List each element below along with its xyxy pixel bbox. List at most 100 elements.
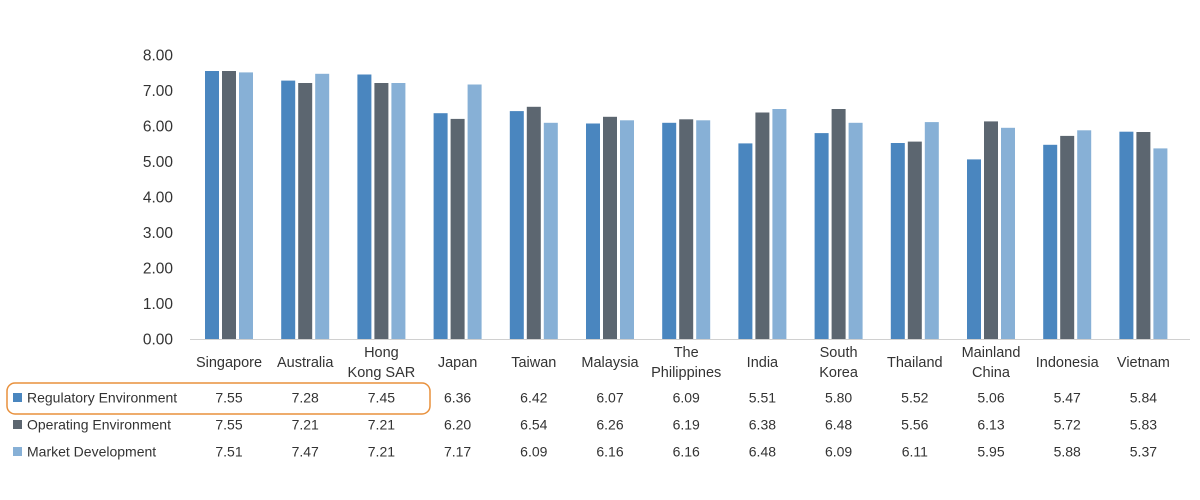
bars-group	[205, 71, 1168, 340]
bar	[205, 71, 219, 339]
data-label: 7.28	[292, 390, 319, 406]
x-tick-label-line: Malaysia	[581, 355, 639, 371]
bar	[467, 84, 482, 339]
bar	[984, 121, 998, 340]
data-label: 6.09	[673, 390, 700, 406]
x-tick-label: Japan	[438, 355, 478, 371]
data-label: 5.37	[1130, 444, 1157, 460]
y-axis: 0.00 1.00 2.00 3.00 4.00 5.00 6.00 7.00 8.00	[143, 48, 174, 349]
legend-label: Regulatory Environment	[27, 390, 177, 406]
data-label: 7.47	[292, 444, 319, 460]
x-tick-label-line: China	[972, 365, 1011, 381]
y-tick-label: 0.00	[143, 332, 174, 349]
bar	[1136, 132, 1151, 339]
x-tick-label-line: The	[674, 345, 699, 361]
bar	[1077, 130, 1092, 339]
bar	[391, 83, 406, 339]
data-label: 7.45	[368, 390, 395, 406]
data-label: 5.95	[977, 444, 1004, 460]
bar	[696, 120, 711, 339]
data-label: 5.52	[901, 390, 928, 406]
data-label: 5.56	[901, 417, 928, 433]
data-label: 6.11	[902, 444, 928, 460]
data-label: 6.13	[977, 417, 1004, 433]
data-label: 5.72	[1054, 417, 1081, 433]
bar	[298, 83, 313, 339]
bar	[603, 116, 617, 339]
x-tick-label-line: Thailand	[887, 355, 943, 371]
data-label: 6.16	[673, 444, 700, 460]
bar	[755, 112, 770, 339]
data-label: 6.09	[520, 444, 547, 460]
x-tick-label-line: Hong	[364, 345, 399, 361]
data-label: 7.21	[292, 417, 319, 433]
y-tick-label: 7.00	[143, 83, 174, 100]
x-tick-label-line: Japan	[438, 355, 478, 371]
bar	[814, 133, 829, 339]
x-tick-label: Indonesia	[1036, 355, 1100, 371]
highlight-box	[6, 382, 431, 415]
data-label: 7.51	[215, 444, 242, 460]
bar	[450, 118, 465, 340]
x-axis-labels: Singapore Australia Hong Kong SAR Japan Taiwa…	[196, 345, 1170, 381]
bar	[357, 74, 372, 339]
x-tick-label-line: Kong SAR	[348, 365, 416, 381]
bar	[374, 83, 389, 339]
x-tick-label: India	[747, 355, 779, 371]
y-tick-label: 3.00	[143, 225, 174, 242]
bar	[1119, 131, 1134, 339]
data-label: 6.36	[444, 390, 471, 406]
x-tick-label-line: India	[747, 355, 779, 371]
data-label: 5.80	[825, 390, 852, 406]
legend-swatch	[13, 447, 22, 456]
x-tick-label: Malaysia	[581, 355, 639, 371]
bar	[907, 141, 922, 339]
bar	[281, 80, 296, 339]
bar	[679, 119, 694, 339]
data-label: 6.54	[520, 417, 547, 433]
x-tick-label-line: Philippines	[651, 365, 721, 381]
bar	[1001, 127, 1015, 339]
bar	[1060, 135, 1075, 339]
data-label: 5.06	[977, 390, 1004, 406]
data-label: 6.26	[596, 417, 623, 433]
y-tick-label: 2.00	[143, 261, 174, 278]
bar	[967, 159, 981, 339]
x-tick-label-line: Vietnam	[1117, 355, 1170, 371]
bar	[222, 71, 236, 339]
data-label: 7.55	[215, 417, 242, 433]
data-label: 5.83	[1130, 417, 1157, 433]
data-label: 6.48	[825, 417, 852, 433]
data-label: 6.42	[520, 390, 547, 406]
bar	[620, 120, 634, 339]
bar	[848, 122, 863, 339]
data-label: 6.48	[749, 444, 776, 460]
bar	[239, 72, 253, 340]
x-tick-label: Vietnam	[1117, 355, 1170, 371]
data-label: 5.47	[1054, 390, 1081, 406]
legend-swatch	[13, 420, 22, 429]
x-tick-label: South Korea	[819, 345, 859, 381]
data-label: 6.20	[444, 417, 471, 433]
x-tick-label: Taiwan	[511, 355, 556, 371]
bar	[1043, 144, 1058, 339]
x-tick-label-line: South	[820, 345, 858, 361]
x-tick-label: Australia	[277, 355, 334, 371]
bar	[924, 122, 939, 339]
x-tick-label-line: Singapore	[196, 355, 262, 371]
x-tick-label-line: Taiwan	[511, 355, 556, 371]
bar	[509, 111, 524, 339]
bar	[831, 109, 846, 339]
bar	[890, 143, 905, 339]
bar	[433, 113, 448, 339]
data-label: 6.38	[749, 417, 776, 433]
x-tick-label: Hong Kong SAR	[348, 345, 416, 381]
x-tick-label-line: Indonesia	[1036, 355, 1100, 371]
data-label: 6.19	[673, 417, 700, 433]
data-label: 7.21	[368, 417, 395, 433]
legend-label: Operating Environment	[27, 417, 171, 433]
data-label: 5.84	[1130, 390, 1157, 406]
x-tick-label-line: Mainland	[962, 345, 1021, 361]
x-tick-label: Singapore	[196, 355, 262, 371]
